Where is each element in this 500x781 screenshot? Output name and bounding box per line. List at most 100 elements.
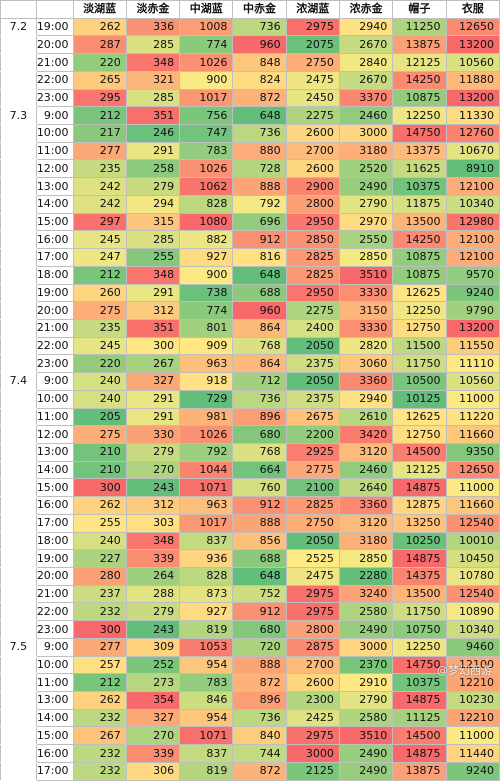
value-cell: 872 — [232, 761, 287, 781]
value-cell: 2460 — [338, 460, 394, 480]
value-cell: 648 — [232, 106, 287, 126]
value-cell: 756 — [179, 106, 234, 126]
value-cell: 864 — [232, 354, 287, 374]
value-cell: 10670 — [445, 141, 500, 161]
date-cell — [0, 141, 37, 161]
value-cell: 285 — [125, 88, 181, 108]
value-cell: 728 — [232, 159, 287, 179]
time-cell: 13:00 — [35, 442, 74, 462]
value-cell: 14750 — [392, 124, 447, 143]
table-row: 17:00 232 306 819 872 2125 2490 13875 9240 — [0, 761, 500, 781]
value-cell: 2125 — [285, 761, 340, 781]
value-cell: 2550 — [338, 230, 394, 250]
table-row: 23:00 300 243 819 680 2800 2490 10750 10340 — [0, 620, 500, 639]
value-cell: 2790 — [338, 194, 394, 214]
value-cell: 816 — [232, 248, 287, 267]
header-clothes: 衣服 — [445, 0, 500, 19]
value-cell: 12980 — [445, 212, 500, 232]
value-cell: 232 — [72, 602, 127, 622]
value-cell: 1026 — [179, 425, 234, 444]
time-cell: 22:00 — [35, 336, 74, 356]
value-cell: 232 — [72, 744, 127, 763]
time-cell: 16:00 — [35, 496, 74, 515]
value-cell: 927 — [179, 248, 234, 267]
value-cell: 2610 — [338, 407, 394, 427]
value-cell: 12250 — [392, 301, 447, 320]
value-cell: 2850 — [285, 230, 340, 250]
value-cell: 279 — [125, 602, 181, 622]
value-cell: 3150 — [338, 301, 394, 320]
time-cell: 12:00 — [35, 159, 74, 179]
time-cell: 16:00 — [35, 230, 74, 250]
time-cell: 13:00 — [35, 691, 74, 710]
time-cell: 20:00 — [35, 301, 74, 320]
value-cell: 285 — [125, 230, 181, 250]
value-cell: 2400 — [285, 318, 340, 338]
value-cell: 2200 — [285, 425, 340, 444]
value-cell: 285 — [125, 35, 181, 55]
value-cell: 912 — [232, 230, 287, 250]
value-cell: 2825 — [285, 248, 340, 267]
value-cell: 9240 — [445, 283, 500, 303]
time-cell: 14:00 — [35, 708, 74, 728]
value-cell: 3330 — [338, 318, 394, 338]
value-cell: 232 — [72, 761, 127, 781]
date-cell: 7.3 — [0, 106, 37, 126]
value-cell: 11125 — [392, 708, 447, 728]
value-cell: 2925 — [285, 442, 340, 462]
value-cell: 2940 — [338, 17, 394, 37]
value-cell: 264 — [125, 567, 181, 586]
value-cell: 12100 — [445, 177, 500, 196]
date-cell — [0, 283, 37, 303]
value-cell: 872 — [232, 673, 287, 693]
value-cell: 300 — [72, 478, 127, 498]
value-cell: 354 — [125, 691, 181, 710]
value-cell: 12100 — [445, 655, 500, 675]
value-cell: 12540 — [445, 513, 500, 533]
date-cell — [0, 513, 37, 533]
value-cell: 2490 — [338, 620, 394, 639]
value-cell: 12625 — [392, 283, 447, 303]
value-cell: 12250 — [392, 637, 447, 657]
table-row: 20:00 287 285 774 960 2075 2670 13875 13200 — [0, 35, 500, 55]
value-cell: 819 — [179, 761, 234, 781]
value-cell: 277 — [72, 141, 127, 161]
value-cell: 2820 — [338, 336, 394, 356]
time-cell: 21:00 — [35, 53, 74, 72]
value-cell: 2975 — [285, 584, 340, 604]
value-cell: 10340 — [445, 194, 500, 214]
value-cell: 2825 — [285, 496, 340, 515]
value-cell: 11440 — [445, 744, 500, 763]
date-cell — [0, 248, 37, 267]
value-cell: 912 — [232, 602, 287, 622]
table-row: 12:00 275 330 1026 680 2200 3420 12750 11660 — [0, 425, 500, 444]
value-cell: 3000 — [285, 744, 340, 763]
time-cell: 15:00 — [35, 478, 74, 498]
value-cell: 872 — [232, 88, 287, 108]
value-cell: 712 — [232, 372, 287, 391]
value-cell: 13500 — [392, 212, 447, 232]
value-cell: 864 — [232, 318, 287, 338]
date-cell — [0, 354, 37, 374]
date-cell — [0, 336, 37, 356]
time-cell: 23:00 — [35, 88, 74, 108]
value-cell: 963 — [179, 496, 234, 515]
value-cell: 265 — [72, 70, 127, 90]
value-cell: 819 — [179, 620, 234, 639]
value-cell: 260 — [72, 283, 127, 303]
value-cell: 2700 — [285, 141, 340, 161]
value-cell: 255 — [125, 248, 181, 267]
date-cell — [0, 584, 37, 604]
date-cell — [0, 230, 37, 250]
value-cell: 273 — [125, 673, 181, 693]
value-cell: 2490 — [338, 761, 394, 781]
value-cell: 2940 — [338, 389, 394, 409]
table-row: 21:00 220 348 1026 848 2750 2840 12125 10560 — [0, 53, 500, 72]
value-cell: 680 — [232, 425, 287, 444]
value-cell: 648 — [232, 567, 287, 586]
value-cell: 10340 — [445, 620, 500, 639]
value-cell: 912 — [232, 496, 287, 515]
value-cell: 680 — [232, 620, 287, 639]
value-cell: 12875 — [392, 496, 447, 515]
